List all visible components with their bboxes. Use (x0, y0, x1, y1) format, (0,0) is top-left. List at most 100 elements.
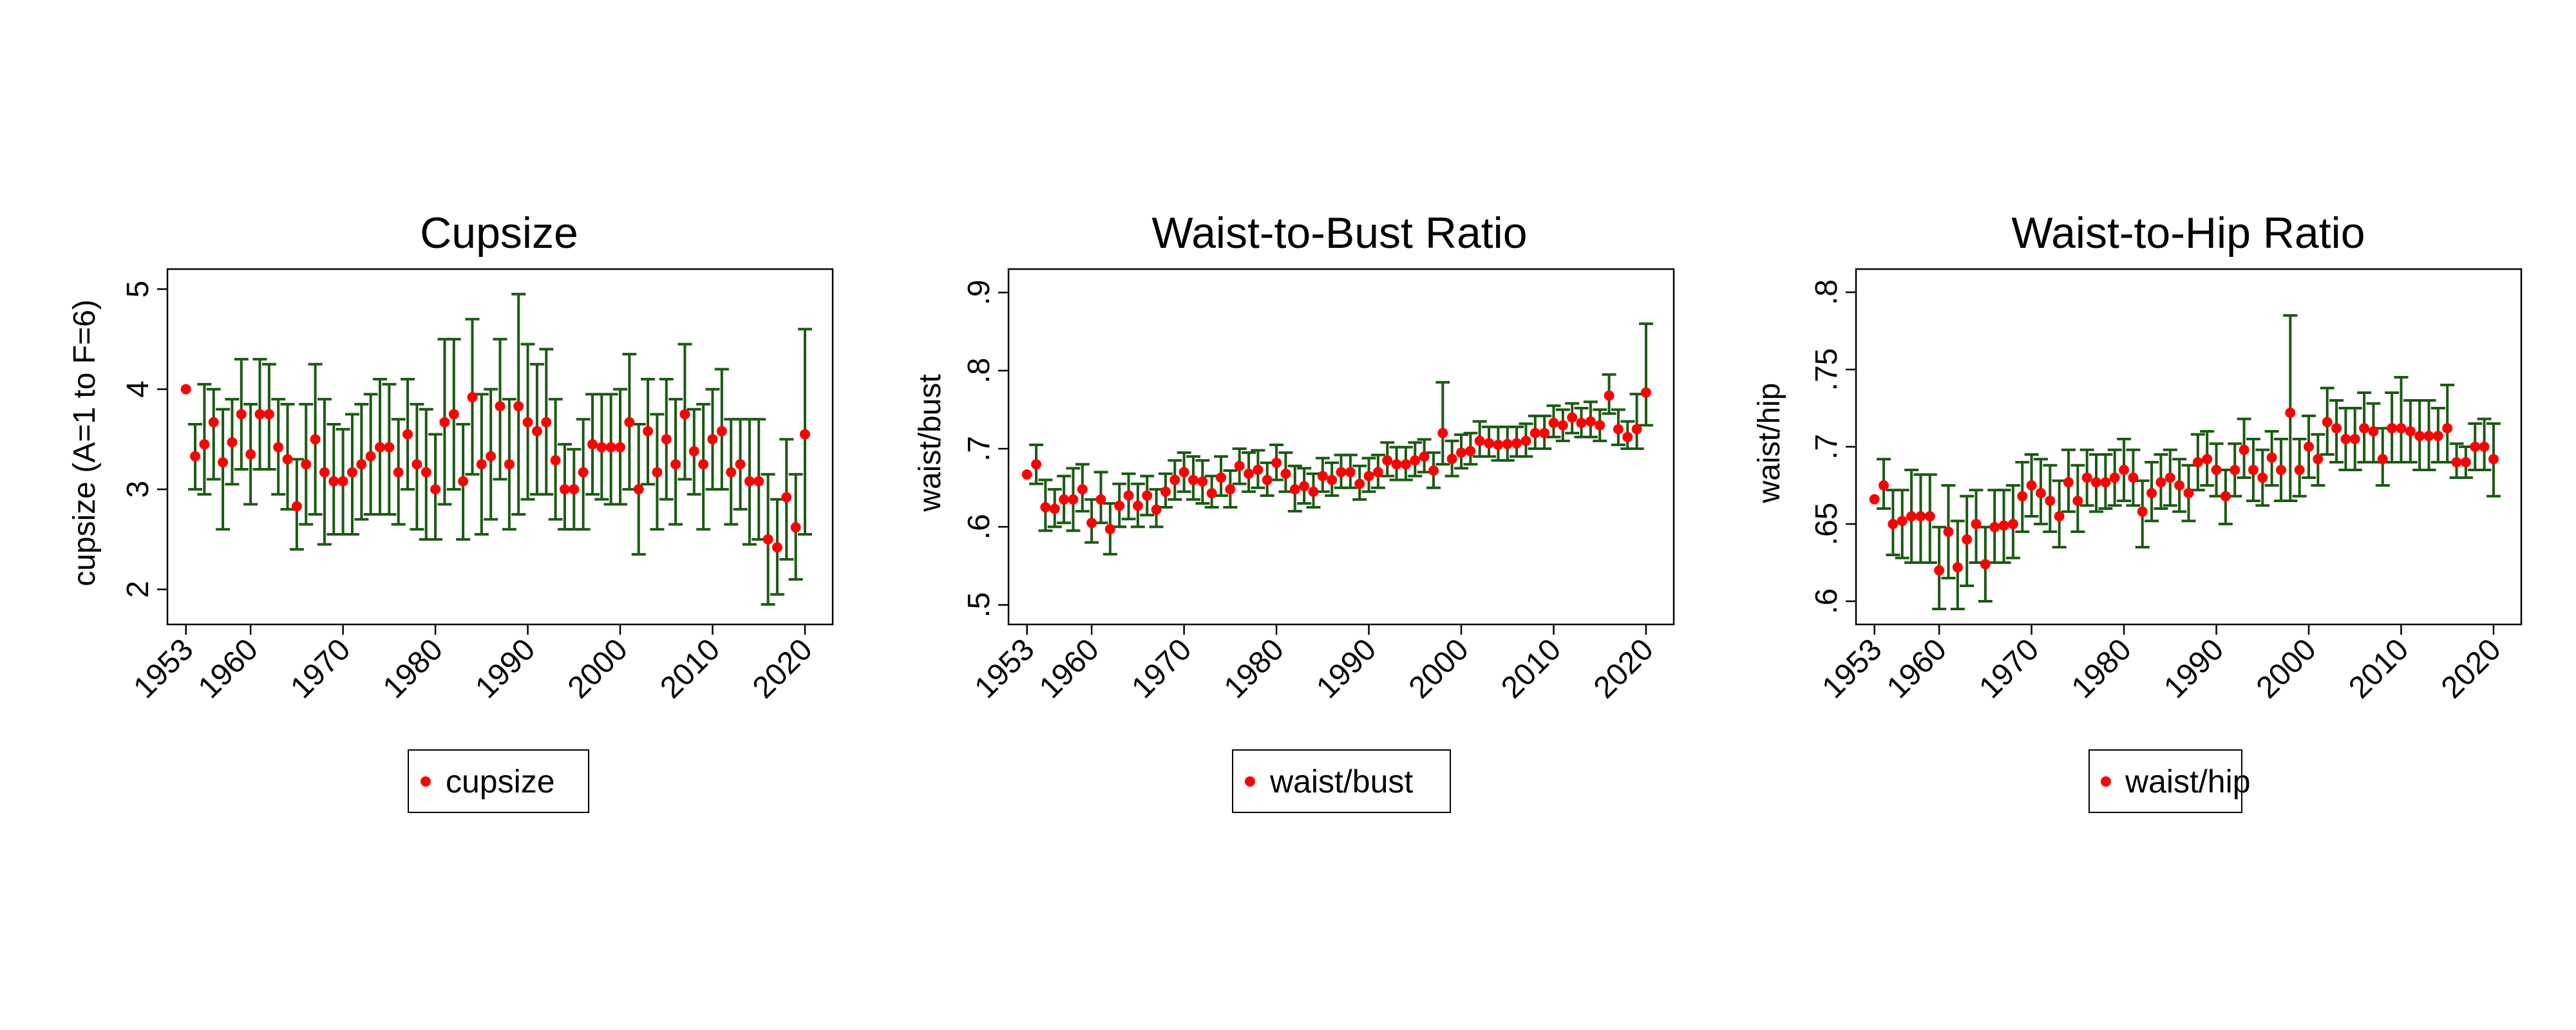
data-point (2202, 454, 2213, 465)
data-point (1604, 390, 1615, 401)
data-point (781, 492, 792, 503)
data-point (2137, 506, 2148, 517)
data-point (2387, 423, 2398, 434)
data-point (439, 417, 450, 427)
data-point (753, 476, 764, 487)
data-point (1289, 484, 1300, 495)
data-point (2322, 417, 2333, 427)
data-point (1244, 468, 1255, 479)
data-point (2026, 480, 2037, 491)
data-point (2100, 477, 2111, 488)
data-point (282, 454, 293, 465)
data-point (2174, 480, 2185, 491)
error-bar (1638, 322, 1653, 427)
data-point (2164, 473, 2175, 483)
data-point (2017, 491, 2028, 501)
data-point (2239, 444, 2249, 455)
data-point (1049, 503, 1060, 514)
data-point (2155, 477, 2166, 488)
data-point (1225, 484, 1236, 495)
data-point (337, 476, 348, 487)
data-point (1031, 459, 1042, 470)
data-point (412, 459, 422, 470)
markers (1869, 407, 2499, 576)
panel-title: Waist-to-Bust Ratio (1151, 209, 1527, 258)
data-point (1962, 534, 1973, 545)
data-point (2072, 496, 2083, 506)
legend-marker (2101, 776, 2111, 787)
data-point (227, 437, 238, 448)
data-point (2266, 452, 2277, 463)
data-point (762, 534, 773, 545)
data-point (1132, 500, 1143, 511)
data-point (790, 522, 801, 533)
data-point (531, 426, 542, 436)
data-point (1484, 438, 1495, 449)
data-point (1567, 412, 1578, 423)
data-point (643, 426, 654, 436)
data-point (2146, 488, 2157, 498)
data-point (346, 467, 357, 478)
legend-label: cupsize (446, 763, 555, 800)
data-point (587, 439, 598, 450)
data-point (384, 442, 395, 453)
data-point (569, 484, 580, 495)
data-point (605, 442, 616, 453)
data-point (1897, 516, 1908, 527)
data-point (1474, 435, 1485, 446)
data-point (1557, 420, 1568, 431)
data-point (495, 401, 506, 412)
y-axis-label: waist/bust (913, 374, 947, 512)
data-point (254, 409, 265, 420)
data-point (2432, 431, 2443, 442)
data-point (2377, 454, 2388, 465)
y-axis-label: cupsize (A=1 to F=6) (68, 299, 102, 586)
y-tick-label: 3 (121, 481, 155, 498)
data-point (1308, 486, 1319, 497)
data-point (661, 434, 672, 445)
legend: waist/hip (2088, 749, 2251, 813)
data-point (190, 451, 201, 462)
y-axis: .5 .6 .7 .8 .9 (962, 279, 1009, 618)
y-tick-label: .8 (1810, 279, 1844, 305)
data-point (393, 467, 404, 478)
data-point (1059, 494, 1070, 505)
data-point (2183, 488, 2194, 498)
data-point (735, 459, 746, 470)
data-point (208, 417, 219, 427)
data-point (688, 445, 699, 456)
data-point (615, 442, 626, 453)
y-tick-label: .6 (1810, 588, 1844, 614)
data-point (1943, 527, 1954, 537)
data-point (652, 467, 663, 478)
data-point (319, 467, 330, 478)
data-point (1188, 474, 1198, 485)
data-point (2304, 442, 2315, 452)
data-point (772, 542, 782, 553)
data-point (707, 434, 718, 445)
data-point (716, 426, 727, 436)
legend-box (2088, 749, 2242, 813)
data-point (596, 442, 607, 453)
data-point (2285, 407, 2296, 418)
legend: waist/bust (1232, 749, 1451, 813)
legend-label: waist/hip (2125, 763, 2251, 800)
data-point (1520, 435, 1531, 446)
data-point (430, 484, 441, 495)
data-point (2405, 426, 2416, 436)
data-point (236, 409, 247, 420)
data-point (2109, 473, 2120, 483)
data-point (365, 451, 376, 462)
data-point (1952, 562, 1963, 573)
data-point (2257, 473, 2268, 483)
data-point (1170, 474, 1180, 485)
data-point (1530, 427, 1540, 438)
data-point (1631, 424, 1642, 435)
data-point (1400, 459, 1411, 470)
y-tick-label: .9 (962, 279, 996, 305)
data-point (1640, 387, 1651, 398)
data-point (1934, 565, 1945, 576)
legend-marker (1245, 776, 1255, 787)
data-point (1086, 518, 1097, 529)
data-point (2488, 454, 2499, 465)
